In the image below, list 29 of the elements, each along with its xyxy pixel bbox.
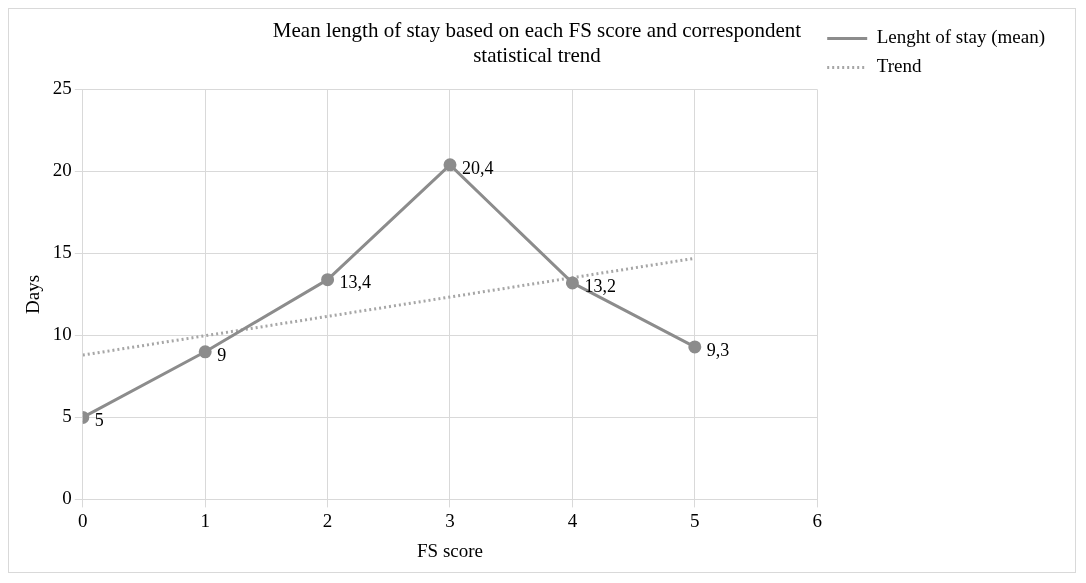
data-label: 13,4: [339, 272, 372, 293]
y-tick-label: 15: [52, 241, 72, 263]
x-tick-label: 1: [200, 509, 210, 531]
point: [321, 273, 335, 287]
x-tick-label: 2: [322, 509, 333, 531]
data-label: 13,2: [584, 275, 616, 296]
point: [443, 158, 457, 172]
x-tick-label: 0: [78, 509, 88, 531]
data-label: 5: [94, 410, 104, 431]
point: [198, 345, 212, 359]
y-tick-label: 25: [52, 77, 72, 99]
y-axis-title: Days: [22, 274, 44, 314]
x-tick-label: 3: [445, 509, 455, 531]
y-tick-label: 5: [62, 405, 72, 427]
point: [688, 340, 702, 354]
y-tick-label: 0: [62, 487, 72, 509]
x-tick-label: 6: [812, 509, 822, 531]
y-tick-label: 20: [52, 159, 72, 181]
y-tick-label: 10: [52, 323, 72, 345]
chart-title: Mean length of stay based on each FS score and correspondent statistical trend: [272, 18, 802, 68]
x-axis-title: FS score: [417, 539, 483, 561]
legend-label: Trend: [876, 55, 922, 77]
data-label: 9,3: [706, 339, 730, 360]
data-label: 9: [217, 344, 227, 365]
x-tick-label: 5: [690, 509, 700, 531]
x-tick-label: 4: [567, 509, 578, 531]
point: [565, 276, 579, 290]
data-label: 20,4: [462, 157, 494, 178]
legend-label: Lenght of stay (mean): [876, 26, 1046, 49]
